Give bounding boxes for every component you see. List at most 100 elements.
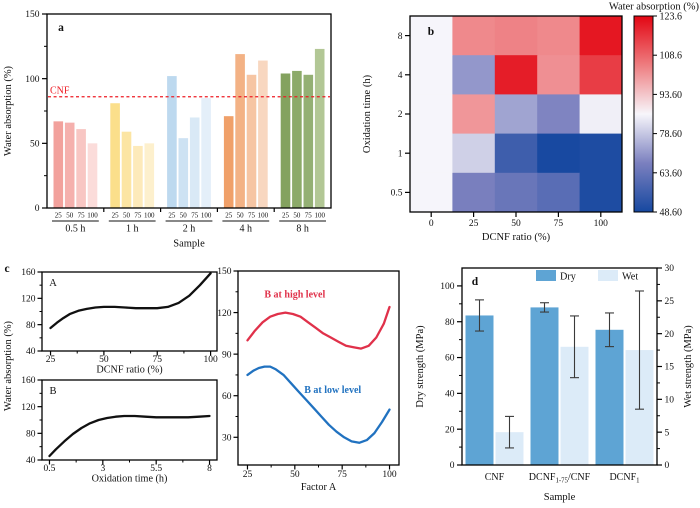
- left-tick-label: 80: [445, 318, 455, 328]
- bar-tick-label: 100: [258, 212, 269, 220]
- category-label: DCNF1-75/CNF: [529, 472, 591, 485]
- subplot-letter: A: [49, 278, 57, 289]
- y-tick-label: 160: [21, 376, 36, 386]
- bar: [303, 74, 314, 208]
- heatmap-cell: [579, 172, 623, 213]
- heatmap-cell: [537, 172, 581, 213]
- right-axis-label: Wet strength (MPa): [683, 325, 694, 408]
- bar-tick-label: 75: [134, 212, 142, 220]
- x-tick-label: 3: [100, 464, 105, 474]
- heatmap-cell: [410, 16, 453, 56]
- colorbar-tick-label: 48.60: [660, 208, 683, 219]
- bar-tick-label: 25: [55, 212, 63, 220]
- bar: [280, 73, 291, 208]
- subplot-frame: [237, 270, 400, 466]
- bar: [133, 145, 143, 208]
- heatmap-cell: [452, 133, 496, 174]
- legend-label: Wet: [622, 272, 638, 283]
- heatmap-cell: [494, 16, 538, 56]
- y-tick-label: 90: [222, 350, 232, 360]
- left-tick-label: 40: [445, 390, 455, 400]
- bar-tick-label: 75: [248, 212, 256, 220]
- panel-c-line-plots: 40 80 120 160 25 50 75 100 A DCNF ratio (%) 40 80 12…: [3, 263, 400, 493]
- cnf-reference-label: CNF: [50, 85, 70, 96]
- bar-tick-label: 50: [66, 212, 74, 220]
- bar: [201, 98, 211, 208]
- bar: [53, 121, 64, 208]
- category-label: CNF: [485, 472, 505, 483]
- series-label: B at low level: [304, 385, 361, 396]
- heatmap-cell: [410, 172, 453, 213]
- left-tick-label: 60: [445, 354, 455, 364]
- x-tick-label: 25: [46, 355, 56, 365]
- heatmap-cell: [494, 172, 538, 213]
- bar: [292, 70, 302, 208]
- panel-b-heatmap: 8 4 2 1 0.5 0 25 50 75 100 DCNF ratio (%) Oxidation…: [362, 2, 700, 244]
- curve: [48, 414, 211, 458]
- heatmap-cell: [537, 55, 581, 95]
- right-tick-label: 30: [665, 264, 675, 274]
- dry-bar: [465, 315, 494, 465]
- bar: [121, 131, 132, 208]
- y-tick-label: 50: [30, 140, 40, 150]
- bar-tick-label: 25: [168, 212, 176, 220]
- colorbar-tick-label: 108.6: [660, 51, 683, 62]
- panel-d-frame: [461, 267, 658, 466]
- y-tick-label: 4: [398, 71, 403, 81]
- bar: [314, 48, 325, 208]
- y-tick-label: 40: [26, 456, 36, 466]
- bar: [110, 103, 120, 208]
- bar-tick-label: 50: [123, 212, 131, 220]
- colorbar-tick-label: 78.60: [660, 129, 683, 140]
- y-tick-label: 30: [222, 433, 232, 443]
- bar: [167, 76, 177, 208]
- heatmap-cell: [452, 94, 496, 135]
- x-tick-label: 75: [554, 219, 564, 229]
- legend-swatch: [536, 270, 556, 281]
- x-tick-label: 75: [337, 470, 347, 480]
- colorbar-tick-label: 93.60: [660, 90, 683, 101]
- subplot-frame: [41, 379, 218, 461]
- panel-letter: c: [4, 263, 9, 275]
- legend-swatch: [598, 270, 618, 281]
- panel-d-strength-chart: 0 20 40 60 80 100 0 5 10 15 20 25 30 CNF DCNF1-75/CNF D…: [415, 264, 694, 503]
- curve: [49, 272, 212, 330]
- y-tick-label: 2: [398, 110, 403, 120]
- colorbar-tick-label: 63.60: [660, 168, 683, 179]
- x-tick-label: 5.5: [150, 464, 162, 474]
- heatmap-cell: [537, 133, 581, 174]
- panel-letter: d: [472, 276, 479, 288]
- x-tick-label: 75: [152, 355, 162, 365]
- bar: [246, 74, 257, 208]
- x-axis-label: Sample: [173, 239, 205, 250]
- bar: [144, 143, 155, 208]
- y-tick-label: 150: [217, 267, 232, 277]
- right-tick-label: 15: [665, 363, 675, 373]
- x-axis-label: Oxidation time (h): [92, 474, 168, 485]
- bar-tick-label: 75: [78, 212, 86, 220]
- panel-letter: b: [428, 26, 434, 38]
- y-tick-label: 40: [26, 347, 36, 357]
- x-tick-label: 50: [99, 355, 109, 365]
- right-tick-label: 20: [665, 330, 675, 340]
- curve: [246, 365, 391, 444]
- heatmap-cell: [579, 94, 623, 135]
- x-tick-label: 100: [594, 219, 609, 229]
- group-label: 1 h: [126, 224, 139, 235]
- left-tick-label: 0: [450, 461, 455, 471]
- x-axis-label: Factor A: [301, 482, 337, 493]
- group-label: 8 h: [296, 224, 309, 235]
- heatmap-cell: [410, 55, 453, 95]
- left-tick-label: 20: [445, 425, 455, 435]
- legend-label: Dry: [560, 272, 577, 283]
- y-tick-label: 150: [25, 10, 40, 20]
- category-label: DCNF1: [609, 472, 639, 485]
- bar-tick-label: 75: [191, 212, 199, 220]
- y-tick-label: 80: [26, 321, 36, 331]
- x-axis-label: DCNF ratio (%): [482, 232, 551, 243]
- x-tick-label: 25: [469, 219, 479, 229]
- bar-tick-label: 100: [201, 212, 212, 220]
- bar: [235, 54, 245, 208]
- y-tick-label: 60: [222, 392, 232, 402]
- left-axis-label: Dry strength (MPa): [415, 325, 426, 408]
